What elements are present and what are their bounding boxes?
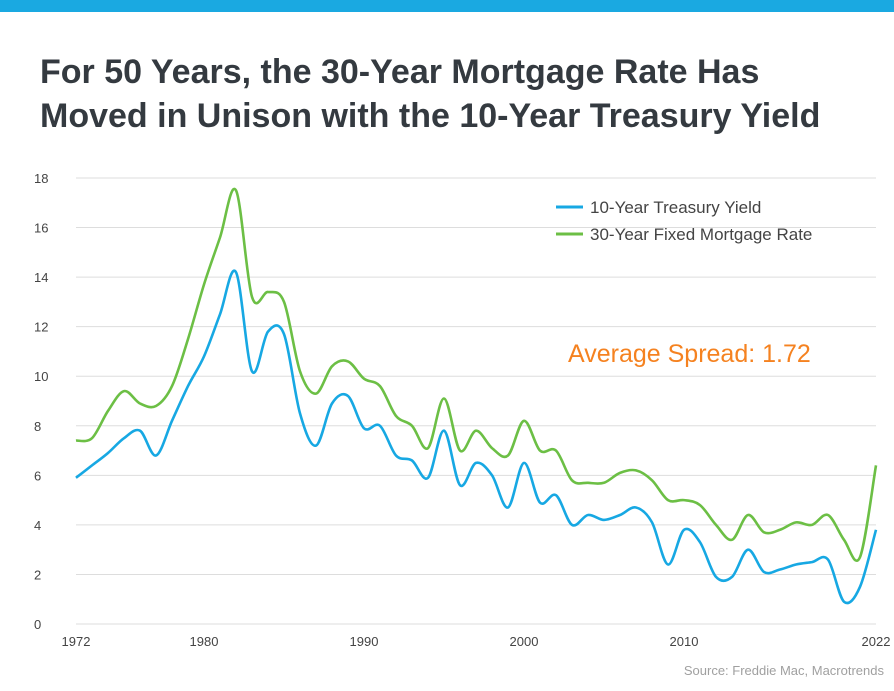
y-tick-label: 4 bbox=[34, 518, 41, 533]
y-tick-label: 10 bbox=[34, 369, 48, 384]
x-tick-label: 2010 bbox=[670, 634, 699, 649]
y-tick-label: 14 bbox=[34, 270, 48, 285]
y-tick-label: 2 bbox=[34, 567, 41, 582]
title-line-2: Moved in Unison with the 10-Year Treasur… bbox=[40, 97, 821, 135]
x-tick-label: 1980 bbox=[190, 634, 219, 649]
x-tick-label: 1972 bbox=[62, 634, 91, 649]
page-title: For 50 Years, the 30-Year Mortgage Rate … bbox=[40, 50, 880, 138]
treasury-yield-line bbox=[75, 269, 878, 605]
title-line-1: For 50 Years, the 30-Year Mortgage Rate … bbox=[40, 53, 760, 91]
x-tick-label: 2022 bbox=[862, 634, 891, 649]
y-tick-label: 6 bbox=[34, 468, 41, 483]
legend-label: 10-Year Treasury Yield bbox=[590, 198, 761, 217]
legend-label: 30-Year Fixed Mortgage Rate bbox=[590, 225, 812, 244]
y-tick-label: 8 bbox=[34, 419, 41, 434]
source-note: Source: Freddie Mac, Macrotrends bbox=[683, 663, 884, 678]
y-tick-label: 18 bbox=[34, 171, 48, 186]
x-tick-label: 1990 bbox=[350, 634, 379, 649]
mortgage-rate-line bbox=[75, 187, 878, 562]
y-tick-label: 16 bbox=[34, 221, 48, 236]
y-tick-label: 0 bbox=[34, 617, 41, 632]
average-spread-annotation: Average Spread: 1.72 bbox=[568, 340, 811, 368]
y-tick-label: 12 bbox=[34, 320, 48, 335]
top-accent-bar bbox=[0, 0, 894, 12]
x-tick-label: 2000 bbox=[510, 634, 539, 649]
